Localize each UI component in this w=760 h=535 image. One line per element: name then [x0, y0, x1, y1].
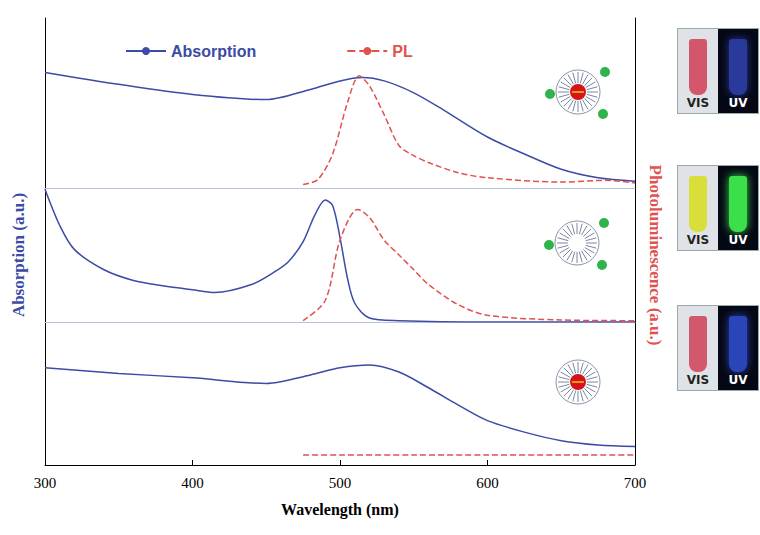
svg-text:600: 600 — [476, 475, 499, 491]
svg-text:Absorption (a.u.): Absorption (a.u.) — [9, 193, 28, 317]
svg-text:300: 300 — [34, 475, 57, 491]
svg-text:400: 400 — [181, 475, 204, 491]
svg-text:PL: PL — [392, 43, 413, 60]
html-text:VIS: VIS — [686, 96, 710, 110]
svg-text:Wavelength (nm): Wavelength (nm) — [281, 501, 399, 519]
html-text:UV: UV — [728, 233, 748, 247]
html-text:VIS: VIS — [686, 373, 710, 387]
svg-text:700: 700 — [624, 475, 647, 491]
svg-text:Absorption: Absorption — [171, 43, 256, 60]
html-text:UV: UV — [728, 373, 748, 387]
html-text:VIS: VIS — [686, 233, 710, 247]
html-text:UV: UV — [728, 96, 748, 110]
svg-text:Photoluminescence (a.u.): Photoluminescence (a.u.) — [646, 165, 665, 346]
svg-text:500: 500 — [329, 475, 352, 491]
